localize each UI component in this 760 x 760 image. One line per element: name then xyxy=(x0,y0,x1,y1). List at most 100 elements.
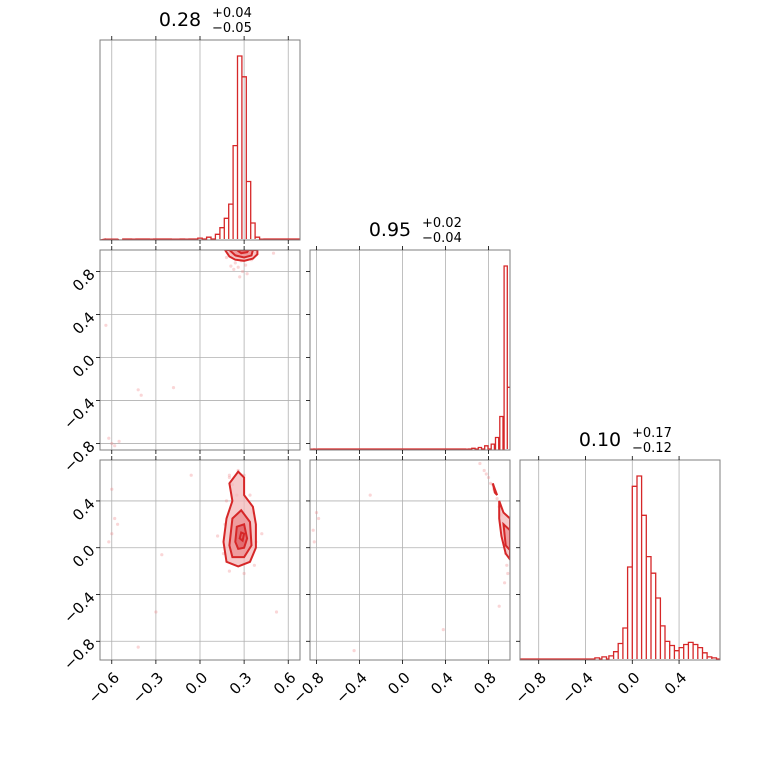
scatter-point xyxy=(227,473,231,477)
scatter-point xyxy=(271,251,276,255)
scatter-point xyxy=(189,473,193,477)
contour-line xyxy=(498,500,510,562)
scatter-point xyxy=(224,255,229,260)
scatter-point xyxy=(274,610,279,614)
x-tick-label: 0.0 xyxy=(384,669,414,699)
x-tick-label: 0.3 xyxy=(226,669,256,699)
scatter-point xyxy=(113,444,117,448)
marginal-title-lower-error: −0.04 xyxy=(422,231,462,246)
scatter-point xyxy=(139,393,143,397)
x-tick-label: −0.4 xyxy=(332,669,370,707)
scatter-point xyxy=(227,569,231,573)
scatter-point xyxy=(484,472,488,476)
scatter-point xyxy=(171,386,176,390)
y-tick-label: −0.4 xyxy=(60,588,98,626)
panel-frame xyxy=(309,249,511,451)
scatter-point xyxy=(236,265,240,269)
scatter-point xyxy=(497,604,501,608)
scatter-point xyxy=(233,261,237,265)
marginal-title-value: 0.10 xyxy=(579,429,621,451)
scatter-point xyxy=(154,610,158,614)
panel-frame xyxy=(309,459,511,661)
marginal-title-lower-error: −0.05 xyxy=(212,21,252,36)
scatter-point xyxy=(229,264,233,268)
y-tick-label: −0.8 xyxy=(60,437,98,475)
scatter-point xyxy=(238,275,242,279)
marginal-title-upper-error: +0.02 xyxy=(422,216,462,231)
scatter-point xyxy=(136,645,140,649)
scatter-point xyxy=(117,439,121,443)
panel-corner-2-1 xyxy=(306,456,511,664)
marginal-title-value: 0.95 xyxy=(369,219,411,241)
y-tick-label: 0.8 xyxy=(69,265,99,295)
x-tick-label: −0.8 xyxy=(289,669,327,707)
scatter-point xyxy=(478,461,482,466)
scatter-point xyxy=(244,263,248,267)
panel-corner-2-0 xyxy=(96,456,301,664)
contour-line xyxy=(502,521,510,552)
scatter-point xyxy=(242,571,246,576)
scatter-point xyxy=(110,487,114,491)
panel-diag-0 xyxy=(99,36,301,244)
scatter-point xyxy=(486,475,491,480)
scatter-point xyxy=(110,532,114,536)
scatter-point xyxy=(312,540,316,544)
panel-diag-2 xyxy=(516,456,721,664)
contour-line xyxy=(223,250,259,262)
y-tick-label: 0.4 xyxy=(69,308,99,338)
scatter-point xyxy=(260,532,264,536)
marginal-title-lower-error: −0.12 xyxy=(632,441,672,456)
panel-frame xyxy=(519,459,721,661)
contour-line xyxy=(234,523,249,551)
contour-line xyxy=(228,508,253,559)
contour-line xyxy=(238,531,246,543)
scatter-point xyxy=(216,534,220,538)
scatter-point xyxy=(107,436,111,440)
scatter-point xyxy=(368,493,372,497)
scatter-point xyxy=(116,522,120,526)
y-tick-label: 0.0 xyxy=(69,542,99,572)
x-tick-label: −0.3 xyxy=(129,669,167,707)
scatter-point xyxy=(113,516,117,521)
x-tick-label: 0.4 xyxy=(661,669,691,699)
histogram-step-line xyxy=(310,265,510,450)
scatter-point xyxy=(506,571,510,576)
scatter-point xyxy=(160,553,164,557)
scatter-point xyxy=(232,267,236,271)
scatter-point xyxy=(505,563,509,567)
x-tick-label: 0.0 xyxy=(614,669,644,699)
y-tick-label: −0.8 xyxy=(60,635,98,673)
scatter-point xyxy=(245,272,249,276)
contour-line xyxy=(491,483,499,496)
x-tick-label: 0.8 xyxy=(470,669,500,699)
scatter-point xyxy=(110,441,114,446)
scatter-point xyxy=(495,497,499,501)
scatter-point xyxy=(317,516,321,521)
scatter-point xyxy=(104,323,108,327)
contour-line xyxy=(227,250,254,259)
x-tick-label: −0.4 xyxy=(558,669,596,707)
marginal-title-upper-error: +0.04 xyxy=(212,6,252,21)
panel-corner-1-0 xyxy=(96,246,301,454)
y-tick-label: 0.4 xyxy=(69,495,99,525)
y-tick-label: −0.4 xyxy=(60,394,98,432)
scatter-point xyxy=(224,499,229,503)
scatter-point xyxy=(248,493,252,497)
scatter-point xyxy=(314,510,319,515)
x-tick-label: −0.8 xyxy=(512,669,550,707)
x-tick-label: 0.0 xyxy=(182,669,212,699)
scatter-point xyxy=(489,481,493,485)
histogram-step-line xyxy=(520,475,720,660)
panel-diag-1 xyxy=(306,246,511,454)
scatter-point xyxy=(107,540,111,544)
scatter-point xyxy=(441,628,445,632)
contour-line xyxy=(235,250,250,255)
x-tick-label: 0.4 xyxy=(427,669,457,699)
scatter-point xyxy=(352,649,356,653)
scatter-point xyxy=(227,475,231,480)
scatter-point xyxy=(503,581,507,585)
marginal-title-upper-error: +0.17 xyxy=(632,426,672,441)
scatter-point xyxy=(136,388,140,392)
contour-line xyxy=(222,470,257,568)
